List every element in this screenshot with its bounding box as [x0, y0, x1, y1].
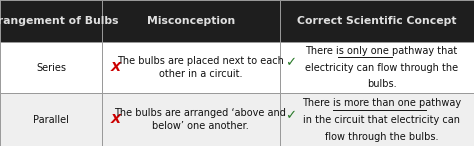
Text: in the circuit that electricity can: in the circuit that electricity can	[303, 115, 460, 125]
Text: There is only one pathway that: There is only one pathway that	[305, 46, 458, 56]
Polygon shape	[102, 93, 280, 146]
Text: Correct Scientific Concept: Correct Scientific Concept	[297, 16, 456, 26]
Polygon shape	[0, 0, 102, 42]
Polygon shape	[0, 93, 102, 146]
Polygon shape	[102, 42, 280, 93]
Polygon shape	[280, 42, 474, 93]
Text: There is more than one pathway: There is more than one pathway	[302, 98, 461, 108]
Polygon shape	[280, 0, 474, 42]
Text: ✓: ✓	[285, 57, 296, 70]
Text: Parallel: Parallel	[33, 115, 69, 125]
Text: ✓: ✓	[285, 109, 296, 122]
Polygon shape	[280, 93, 474, 146]
Text: flow through the bulbs.: flow through the bulbs.	[325, 132, 438, 141]
Polygon shape	[102, 0, 280, 42]
Text: X: X	[110, 113, 121, 126]
Text: X: X	[110, 61, 121, 74]
Text: Arrangement of Bulbs: Arrangement of Bulbs	[0, 16, 118, 26]
Text: Series: Series	[36, 62, 66, 73]
Text: bulbs.: bulbs.	[367, 79, 396, 89]
Text: Misconception: Misconception	[146, 16, 235, 26]
Text: The bulbs are arranged ‘above and
below’ one another.: The bulbs are arranged ‘above and below’…	[114, 108, 286, 131]
Text: electricity can flow through the: electricity can flow through the	[305, 62, 458, 73]
Polygon shape	[0, 42, 102, 93]
Text: The bulbs are placed next to each
other in a circuit.: The bulbs are placed next to each other …	[117, 56, 284, 79]
